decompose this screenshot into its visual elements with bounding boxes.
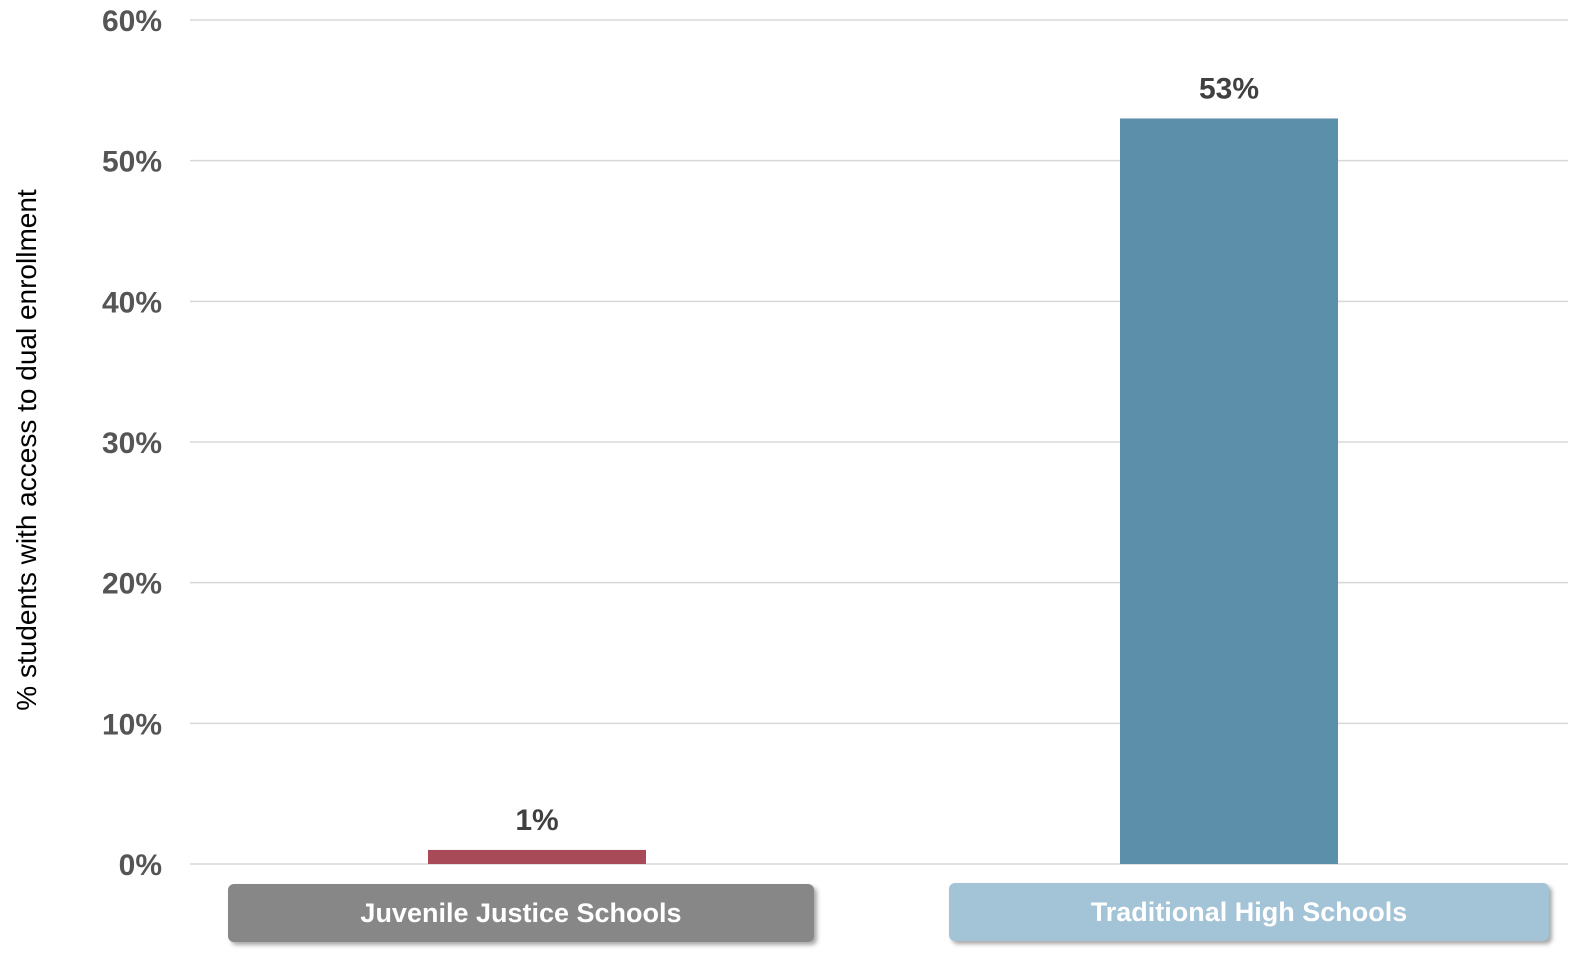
y-tick-label: 0% (119, 849, 162, 882)
gridlines (190, 19, 1568, 865)
y-tick-label: 10% (102, 708, 162, 741)
category-label-traditional-high-schools: Traditional High Schools (949, 883, 1549, 941)
data-label: 1% (515, 804, 558, 837)
y-tick-label: 50% (102, 146, 162, 179)
y-tick-label: 20% (102, 568, 162, 601)
y-axis-ticks: 0% 10% 20% 30% 40% 50% 60% (102, 5, 162, 882)
y-tick-label: 60% (102, 5, 162, 38)
data-label: 53% (1199, 72, 1259, 105)
category-label-juvenile-justice-schools: Juvenile Justice Schools (228, 884, 814, 942)
bars (428, 118, 1338, 864)
data-labels: 1% 53% (515, 72, 1259, 836)
bar-juvenile-justice-schools (428, 849, 646, 864)
y-axis-label: % students with access to dual enrollmen… (11, 189, 42, 711)
y-tick-label: 40% (102, 286, 162, 319)
bar-traditional-high-schools (1120, 118, 1338, 864)
y-tick-label: 30% (102, 427, 162, 460)
